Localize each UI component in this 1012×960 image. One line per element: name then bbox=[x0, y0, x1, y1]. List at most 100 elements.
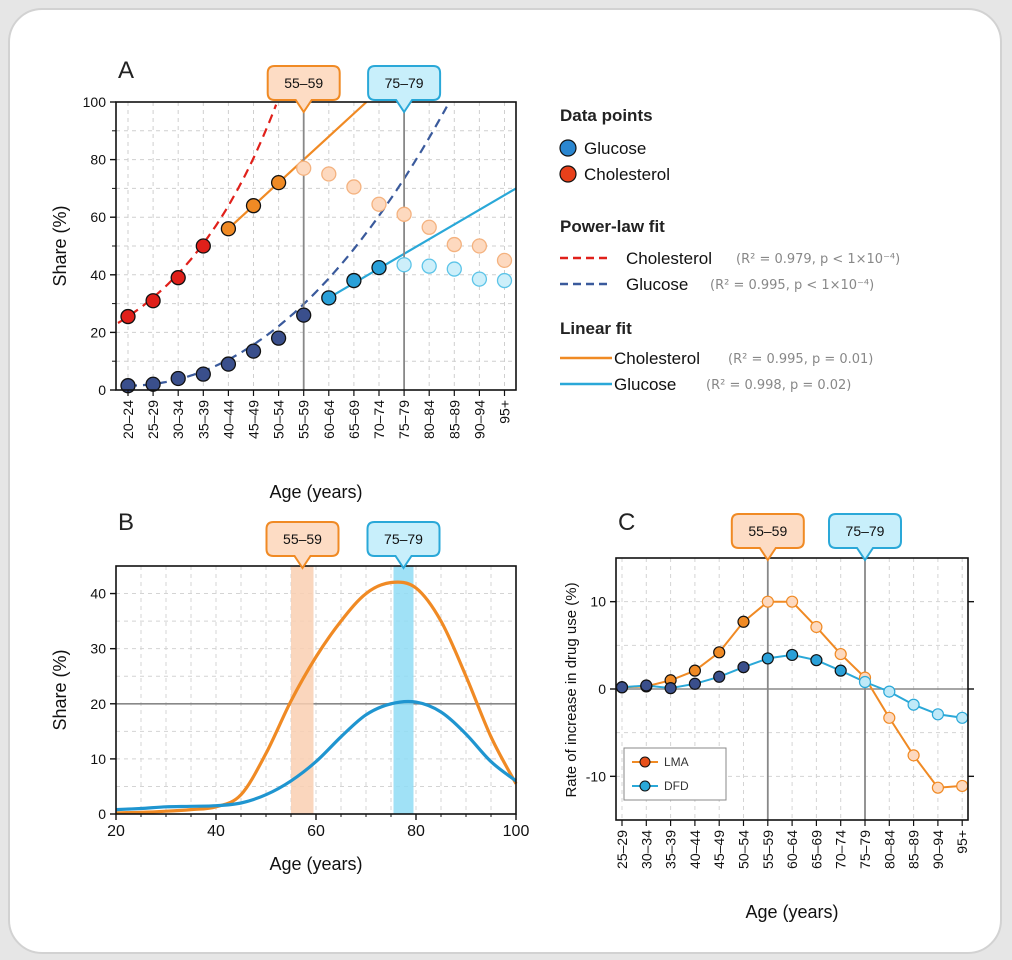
point-glucose bbox=[296, 307, 312, 323]
tick-label-a-x: 45–49 bbox=[246, 400, 262, 439]
callout-a-55-59-label: 55–59 bbox=[284, 75, 323, 91]
line-b-series-2 bbox=[115, 699, 517, 812]
legend-glucose-marker bbox=[559, 139, 577, 157]
legend-lma-marker bbox=[639, 756, 651, 768]
tick-label-c-y: -10 bbox=[586, 768, 606, 784]
tick-label-c-x: 65–69 bbox=[808, 830, 824, 869]
callout-b-55-59-label: 55–59 bbox=[283, 531, 322, 547]
point-cholesterol bbox=[170, 270, 186, 286]
point-dfd bbox=[664, 682, 677, 695]
chart-a-xlabel: Age (years) bbox=[269, 482, 362, 502]
point-glucose bbox=[421, 258, 437, 274]
legend-glucose-label: Glucose bbox=[584, 139, 646, 158]
legend-dfd-marker bbox=[639, 780, 651, 792]
panel-label-a: A bbox=[118, 57, 134, 84]
point-cholesterol bbox=[496, 252, 513, 269]
callout-a-75-79-label: 75–79 bbox=[385, 75, 424, 91]
tick-label-a-x: 65–69 bbox=[346, 400, 362, 439]
tick-label-c-x: 60–64 bbox=[784, 830, 800, 869]
point-glucose bbox=[396, 257, 412, 273]
point-cholesterol bbox=[446, 236, 462, 253]
point-dfd bbox=[737, 661, 750, 674]
callout-c-75-79-bubble bbox=[828, 513, 902, 562]
callout-b-55-59-bubble bbox=[265, 521, 340, 570]
panel-label-b: B bbox=[118, 509, 134, 536]
chart-a-callout-lines bbox=[302, 102, 406, 390]
point-glucose bbox=[471, 271, 488, 287]
legend-cholesterol-marker bbox=[559, 165, 577, 183]
tick-label-a-x: 60–64 bbox=[321, 400, 337, 439]
tick-label-a-x: 85–89 bbox=[446, 400, 462, 439]
tick-label-a-y: 100 bbox=[83, 94, 107, 110]
chart-b-ylabel: Share (%) bbox=[50, 649, 70, 730]
chart-a-callouts: 55–59 75–79 bbox=[266, 65, 442, 114]
tick-label-c-x: 90–94 bbox=[930, 830, 946, 869]
point-cholesterol bbox=[421, 219, 437, 235]
point-cholesterol bbox=[270, 174, 287, 191]
point-cholesterol bbox=[245, 198, 262, 214]
point-cholesterol bbox=[346, 179, 362, 195]
legend-linear-gluc-stat: (R² = 0.998, p = 0.02) bbox=[706, 378, 851, 393]
point-lma bbox=[761, 595, 774, 608]
point-lma bbox=[907, 749, 920, 762]
tick-label-a-x: 25–29 bbox=[145, 400, 161, 439]
tick-label-a-x: 35–39 bbox=[195, 400, 211, 439]
callout-a-75-79-bubble bbox=[367, 65, 442, 114]
tick-label-a-x: 70–74 bbox=[371, 400, 387, 439]
tick-label-b-x: 60 bbox=[307, 823, 325, 840]
legend-power-gluc-stat: (R² = 0.995, p < 1×10⁻⁴) bbox=[710, 278, 874, 293]
chart-b-xlabel: Age (years) bbox=[269, 854, 362, 874]
chart-c-axes: -10 0 10 25–29 30–34 35–39 40–44 45–49 50–54 55–5… bbox=[586, 594, 974, 869]
point-cholesterol bbox=[321, 166, 337, 182]
point-dfd bbox=[761, 652, 774, 665]
chart-c-xlabel: Age (years) bbox=[745, 902, 838, 922]
point-glucose bbox=[270, 330, 287, 346]
point-lma bbox=[810, 620, 823, 634]
callout-c-55-59-bubble bbox=[730, 513, 805, 562]
power-fit-cholesterol bbox=[117, 104, 278, 324]
chart-c-legend-box bbox=[623, 747, 727, 801]
point-lma bbox=[785, 595, 799, 608]
figure-panel bbox=[8, 8, 1002, 954]
point-dfd bbox=[834, 664, 847, 677]
tick-label-b-x: 100 bbox=[503, 823, 530, 840]
tick-label-a-y: 20 bbox=[90, 324, 106, 340]
legend-power-gluc-label: Glucose bbox=[626, 275, 688, 294]
point-glucose bbox=[346, 272, 362, 289]
tick-label-a-x: 20–24 bbox=[120, 400, 136, 439]
point-cholesterol bbox=[371, 196, 387, 212]
point-lma bbox=[956, 779, 969, 793]
point-dfd bbox=[785, 648, 799, 662]
tick-label-a-x: 55–59 bbox=[296, 400, 312, 439]
tick-label-c-y: 10 bbox=[590, 594, 606, 610]
point-lma bbox=[834, 647, 847, 661]
callout-b-75-79-label: 75–79 bbox=[384, 531, 423, 547]
chart-a-axes: 0 20 40 60 80 100 20–24 25–29 30–34 35–39 40–44 45–… bbox=[83, 94, 513, 439]
point-dfd bbox=[858, 675, 872, 689]
point-glucose bbox=[321, 290, 337, 306]
point-cholesterol bbox=[396, 206, 412, 222]
callout-a-55-59-bubble bbox=[266, 65, 341, 114]
legend-linear-chol-label: Cholesterol bbox=[614, 349, 700, 368]
callout-c-55-59-label: 55–59 bbox=[748, 523, 787, 539]
panel-label-c: C bbox=[618, 509, 635, 536]
point-dfd bbox=[907, 698, 920, 711]
chart-c-callouts: 55–59 75–79 bbox=[730, 513, 902, 562]
tick-label-a-x: 30–34 bbox=[170, 400, 186, 439]
point-lma bbox=[688, 664, 702, 677]
callout-b-75-79-bubble bbox=[366, 521, 441, 570]
band-b-75-79 bbox=[393, 566, 414, 814]
tick-label-c-x: 70–74 bbox=[833, 830, 849, 869]
chart-a-points bbox=[120, 160, 513, 394]
tick-label-a-y: 60 bbox=[90, 209, 106, 225]
tick-label-c-x: 25–29 bbox=[614, 830, 630, 869]
legend-linear-title: Linear fit bbox=[560, 319, 632, 338]
point-dfd bbox=[810, 654, 823, 667]
point-cholesterol bbox=[120, 308, 136, 325]
callout-c-75-79-label: 75–79 bbox=[846, 523, 885, 539]
legend-power-chol-stat: (R² = 0.979, p < 1×10⁻⁴) bbox=[736, 252, 900, 267]
tick-label-a-x: 90–94 bbox=[471, 400, 487, 439]
tick-label-a-y: 40 bbox=[90, 267, 106, 283]
legend-power-chol-label: Cholesterol bbox=[626, 249, 712, 268]
